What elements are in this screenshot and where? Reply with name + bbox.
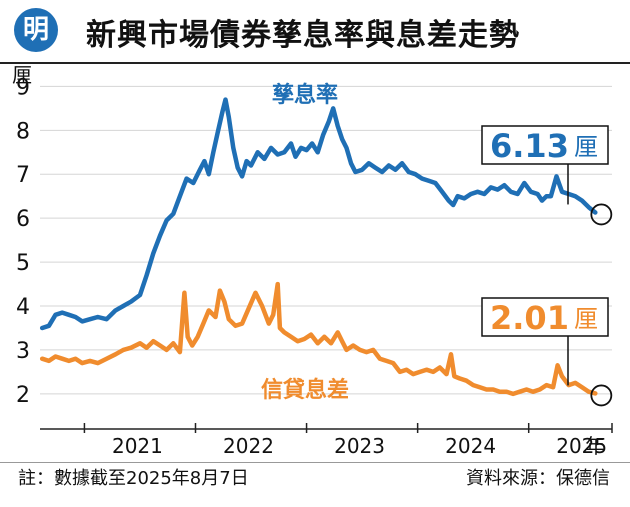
series-line bbox=[39, 281, 598, 397]
logo: 明 bbox=[14, 8, 58, 52]
end-value-unit: 厘 bbox=[574, 133, 598, 161]
y-tick-label: 2 bbox=[16, 383, 30, 408]
y-tick-label: 8 bbox=[16, 119, 30, 144]
x-tick-label: 2023 bbox=[334, 434, 385, 458]
x-tick-label: 2021 bbox=[112, 434, 163, 458]
end-value-box bbox=[481, 125, 609, 165]
x-tick-label: 2025 bbox=[556, 434, 607, 458]
footer-divider bbox=[0, 462, 630, 463]
y-tick-label: 5 bbox=[16, 251, 30, 276]
source-note: 資料來源：保德信 bbox=[466, 468, 610, 489]
end-value-label: 6.13 bbox=[490, 127, 569, 165]
end-value-unit: 厘 bbox=[574, 305, 598, 333]
y-unit-label: 厘 bbox=[12, 64, 32, 87]
footnote: 註：數據截至2025年8月7日 bbox=[18, 468, 249, 489]
y-tick-label: 7 bbox=[16, 163, 30, 188]
y-axis: 厘 2 3 4 5 6 7 8 9 bbox=[12, 64, 32, 408]
end-value-label: 2.01 bbox=[490, 299, 569, 337]
page-title: 新興市場債券孳息率與息差走勢 bbox=[86, 18, 520, 53]
title-divider bbox=[0, 62, 630, 64]
x-tick-label: 2024 bbox=[445, 434, 496, 458]
series-group bbox=[39, 97, 598, 397]
end-marker bbox=[590, 384, 613, 407]
end-marker bbox=[590, 203, 613, 226]
y-tick-label: 9 bbox=[16, 75, 30, 100]
x-axis: 2021 2022 2023 2024 2025年 bbox=[40, 423, 613, 458]
series-name-label: 孳息率 bbox=[272, 82, 338, 108]
series-line bbox=[39, 97, 598, 331]
series-name-label: 信貸息差 bbox=[261, 377, 349, 403]
y-tick-label: 6 bbox=[16, 207, 30, 232]
end-value-box bbox=[481, 297, 609, 337]
y-tick-label: 3 bbox=[16, 339, 30, 364]
header: 明 新興市場債券孳息率與息差走勢 bbox=[0, 0, 630, 66]
x-unit-label: 年 bbox=[585, 434, 605, 458]
x-tick-label: 2022 bbox=[223, 434, 274, 458]
y-tick-label: 4 bbox=[16, 295, 30, 320]
footer: 註：數據截至2025年8月7日 資料來源：保德信 bbox=[0, 462, 630, 507]
